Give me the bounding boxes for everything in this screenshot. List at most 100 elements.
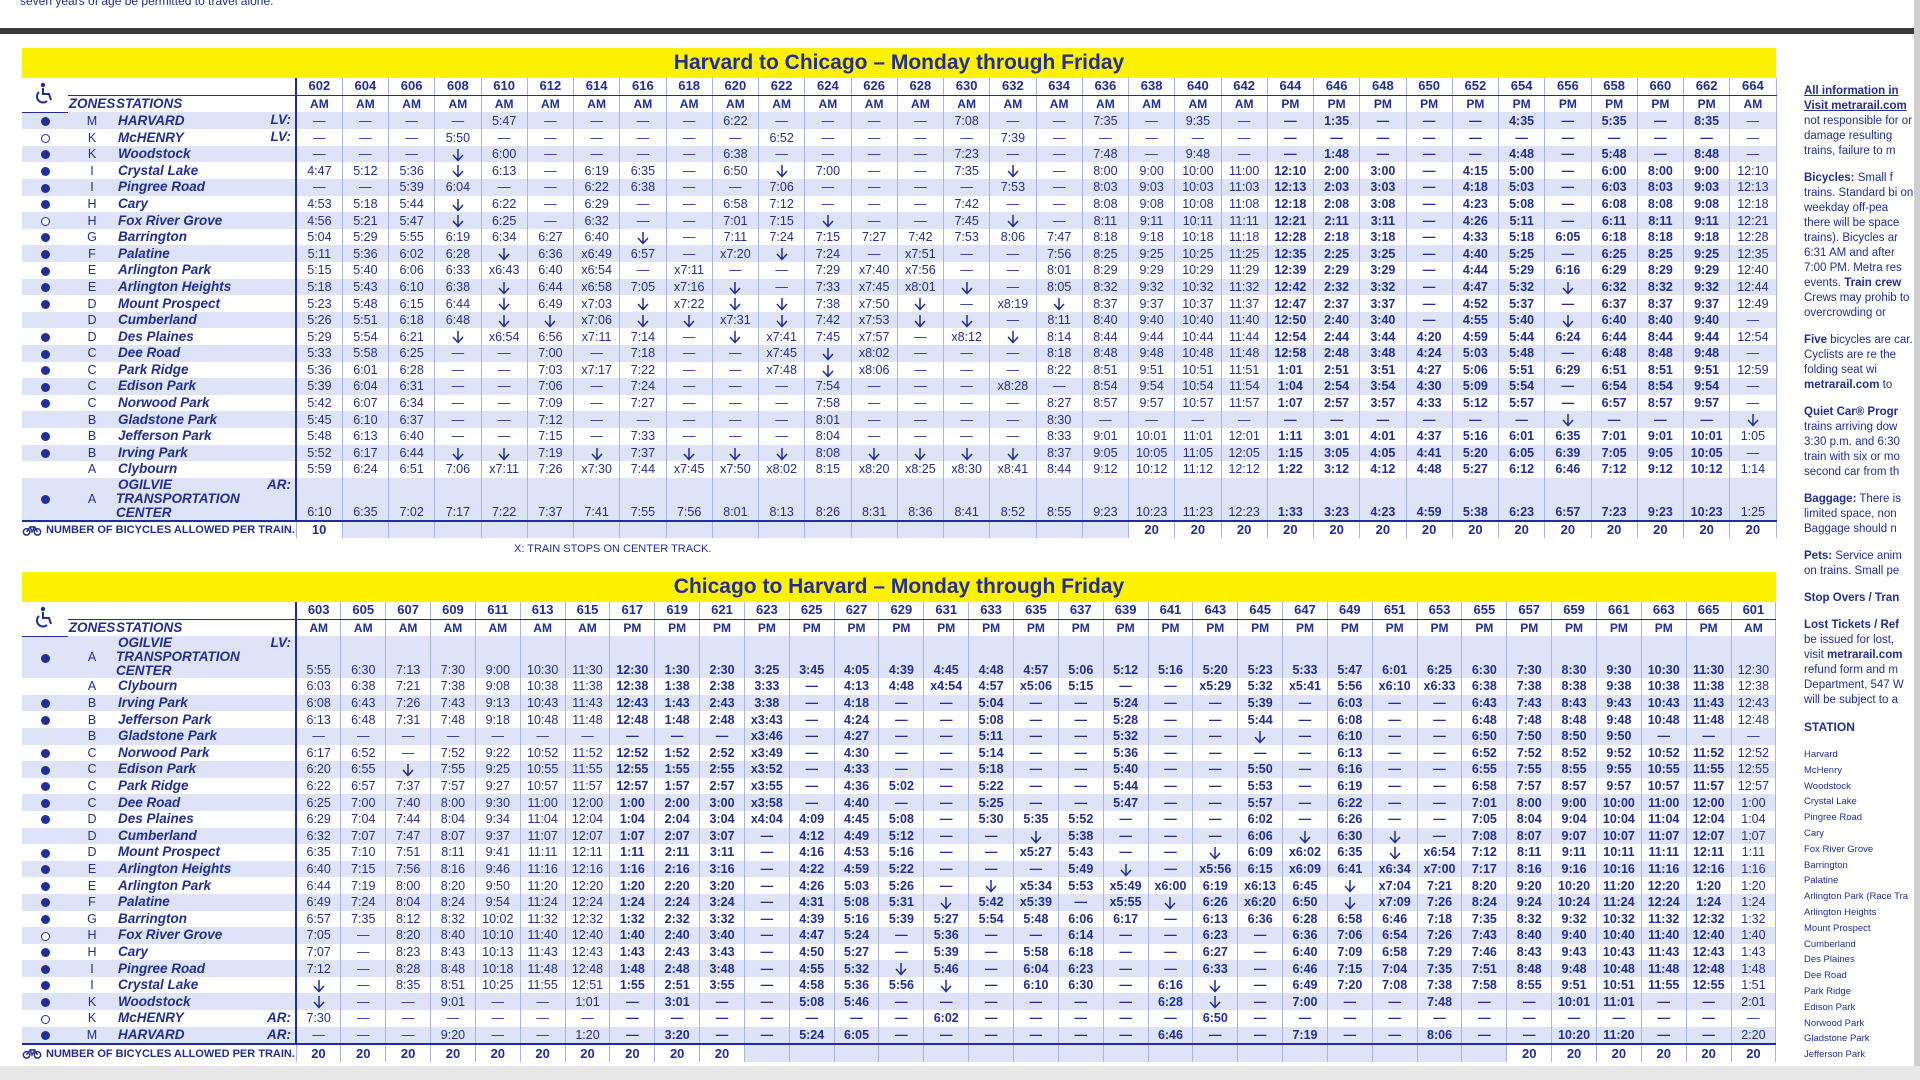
time-cell: — [923,844,970,861]
time-cell: 10:55 [520,761,566,778]
zone-cell: B [68,727,116,745]
bikes-count: 20 [1498,519,1546,539]
time-cell: 9:03 [1128,179,1176,196]
ampm-label: AM [1082,95,1130,113]
train-number: 612 [527,78,575,96]
time-cell: 5:32 [834,960,880,977]
time-cell [989,162,1037,180]
time-cell: 8:24 [430,893,476,911]
down-arrow-icon [961,314,973,328]
time-cell: — [385,1026,432,1045]
time-cell: 5:06 [1452,361,1500,379]
accessibility-cell [22,212,68,229]
zone-cell: C [68,345,116,362]
station-name: Arlington Park [118,262,212,278]
bikes-count: 20 [699,1043,745,1062]
time-cell: 3:32 [699,910,745,928]
station-name-cell: Crystal Lake [116,162,297,180]
time-cell: — [1641,1026,1687,1045]
time-cell: — [1148,794,1194,811]
time-cell: 5:20 [1452,444,1500,462]
time-cell: 6:52 [758,129,806,146]
train-number: 649 [1327,602,1373,620]
ampm-label: PM [1506,619,1553,637]
time-cell: 4:37 [1406,427,1453,445]
time-cell: 4:09 [789,810,835,828]
lost-link[interactable]: metrarail.com [1827,649,1903,661]
accessible-icon [40,249,50,259]
time-cell: — [1372,761,1418,778]
station-row: H Cary 4:53 5:18 5:44 6:22—6:29— —6:58 7:12— — —7… [22,195,1777,213]
time-cell: 9:27 [475,777,521,795]
time-cell: — [1174,411,1222,428]
time-cell: — [989,361,1037,379]
time-cell: 5:20 [1192,636,1239,679]
ampm-label: AM [1174,95,1222,113]
station-name-cell: Arlington Park [116,877,297,894]
time-cell: 7:29 [1417,943,1463,961]
time-cell: 8:00 [1506,794,1553,811]
visit-link[interactable]: Visit metrarail.com [1804,100,1907,112]
station-name-cell: OGILVIE TRANSPORTATION CENTER AR: [116,477,297,521]
time-cell: 9:51 [1551,976,1597,994]
station-name: Fox River Grove [118,927,223,943]
time-cell: 7:24 [340,893,387,911]
time-cell: 6:49 [296,893,342,911]
bikes-count: 20 [340,1043,387,1062]
time-cell: 5:35 [1013,810,1059,828]
time-cell: 8:08 [1082,195,1130,213]
time-cell: 6:52 [1461,744,1508,762]
time-cell: — [1417,1010,1463,1027]
time-cell: 2:32 [654,910,701,928]
scrollbar[interactable] [1914,0,1920,1080]
time-cell: x6:34 [1372,860,1418,878]
time-cell: — [1729,378,1777,395]
time-cell: — [1406,162,1453,180]
time-cell: — [923,827,970,845]
accessible-icon [40,332,50,342]
time-cell: — [342,129,390,146]
time-cell: — [1372,794,1418,811]
time-cell: 5:54 [1498,378,1546,395]
time-cell: — [1237,927,1284,944]
time-cell: 7:06 [758,179,806,196]
time-cell: 7:58 [804,394,852,412]
metrarail-link[interactable]: metrarail.com [1804,379,1880,391]
time-cell: 7:20 [1327,976,1373,994]
time-cell: — [527,195,575,213]
ampm-label: AM [1036,95,1083,113]
time-cell [1192,976,1239,994]
time-cell [385,761,432,778]
time-cell: 5:29 [342,228,390,246]
time-cell: 1:07 [1731,827,1777,845]
time-cell [1544,411,1592,428]
time-cell: 6:01 [1372,636,1418,679]
time-cell: — [744,1010,790,1027]
info-link[interactable]: All information in [1804,85,1899,97]
ampm-label: PM [789,619,835,637]
time-cell: 8:01 [712,477,760,521]
time-cell: 7:08 [943,112,991,130]
ampm-label: PM [1591,95,1638,113]
time-cell: 6:58 [1372,943,1418,961]
time-cell: 9:50 [475,877,521,894]
down-arrow-icon [452,148,464,162]
time-cell [943,311,991,329]
time-cell: 3:03 [1359,179,1407,196]
time-cell: 11:55 [1686,761,1732,778]
time-cell: 11:43 [565,694,611,712]
time-cell: 5:40 [1498,311,1546,329]
time-cell: 12:54 [1267,328,1315,345]
time-cell: 5:55 [388,228,436,246]
station-name-cell: Jefferson Park [116,427,297,445]
time-cell: — [1731,1010,1777,1027]
time-cell: — [712,262,760,279]
time-cell: 3:40 [699,927,745,944]
time-cell: x6:13 [1237,877,1284,894]
time-cell: 4:18 [834,694,880,712]
time-cell: — [923,777,970,795]
time-cell: — [1372,1026,1418,1045]
time-cell: 12:20 [565,877,611,894]
ampm-label: PM [1452,95,1500,113]
ampm-label: AM [712,95,760,113]
